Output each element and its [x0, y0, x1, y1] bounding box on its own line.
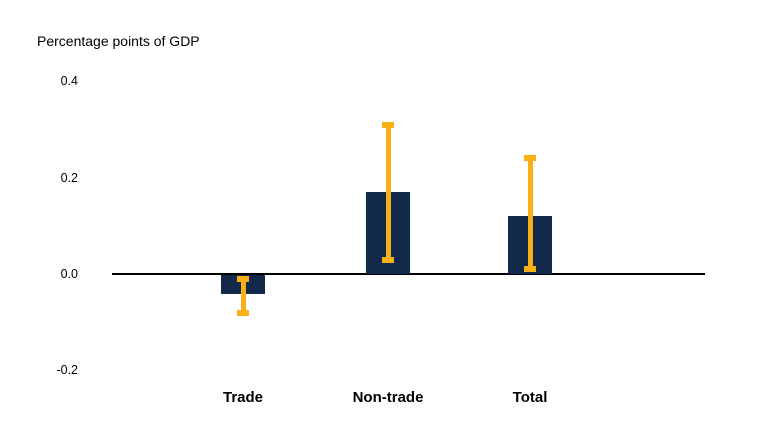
y-tick-label: 0.2: [60, 170, 78, 185]
error-bar-cap: [524, 155, 536, 162]
category-label-trade: Trade: [222, 389, 264, 406]
category-label-non-trade: Non-trade: [352, 389, 424, 406]
y-tick-label: 0.0: [60, 267, 78, 281]
y-axis-unit-label: Percentage points of GDP: [37, 33, 200, 49]
y-tick-label: 0.4: [60, 74, 78, 89]
error-bar-cap: [237, 309, 249, 316]
category-label-total: Total: [512, 389, 548, 406]
error-bar-line: [240, 278, 246, 313]
y-tick-label: -0.2: [56, 363, 78, 378]
error-bar-cap: [237, 275, 249, 282]
error-bar-cap: [382, 121, 394, 128]
error-bar-cap: [524, 266, 536, 273]
error-bar-cap: [382, 256, 394, 263]
error-bar-line: [527, 158, 533, 270]
x-axis-line: [112, 273, 705, 275]
error-bar-line: [385, 124, 391, 260]
